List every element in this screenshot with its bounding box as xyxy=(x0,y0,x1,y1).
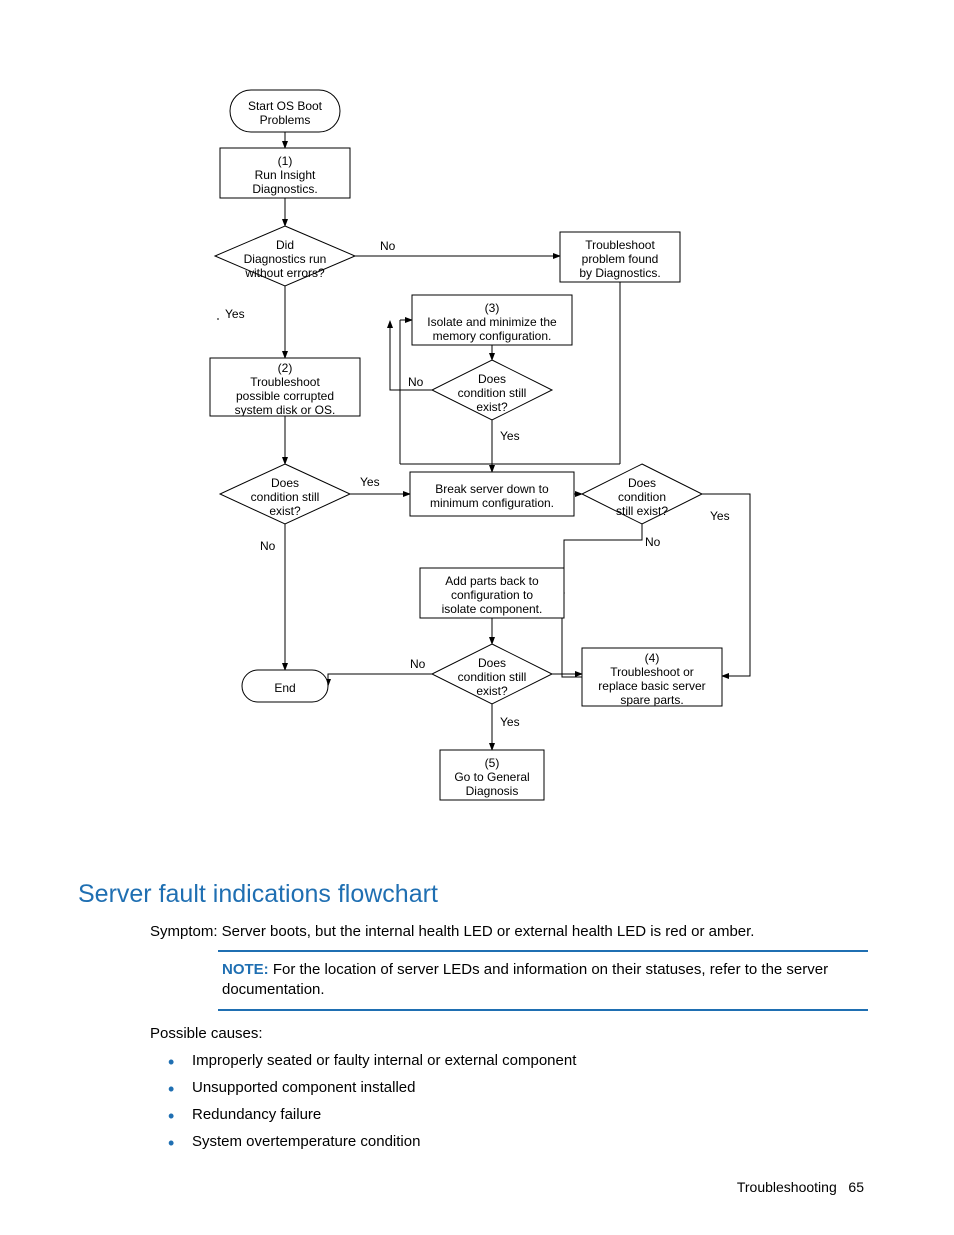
node-n4: (4)Troubleshoot orreplace basic serversp… xyxy=(582,648,722,707)
node-d5: Doescondition stillexist? xyxy=(432,644,552,704)
node-d2: Doescondition stillexist? xyxy=(220,464,350,524)
node-d3: Doescondition stillexist? xyxy=(432,360,552,420)
node-n3: (3)Isolate and minimize thememory config… xyxy=(412,295,572,345)
node-end: End xyxy=(242,670,328,702)
symptom-text: Symptom: Server boots, but the internal … xyxy=(78,923,868,940)
node-n5: (5)Go to GeneralDiagnosis xyxy=(440,750,544,800)
node-d4: Doesconditionstill exist? xyxy=(582,464,702,524)
cause-item: Redundancy failure xyxy=(168,1106,868,1123)
note-label: NOTE: xyxy=(222,961,269,978)
edge-label: No xyxy=(410,657,426,671)
flowchart-edge xyxy=(328,674,432,686)
svg-text:Break server down tominimum co: Break server down tominimum configuratio… xyxy=(430,482,554,510)
section-heading: Server fault indications flowchart xyxy=(78,880,868,909)
edge-label: No xyxy=(260,539,276,553)
edge-label: Yes xyxy=(710,509,730,523)
node-add: Add parts back toconfiguration toisolate… xyxy=(420,568,564,618)
os-boot-flowchart: No Yes No Yes Yes No No Yes No Yes Start OS BootP… xyxy=(150,80,810,860)
edge-label: No xyxy=(645,535,661,549)
edge-label: Yes xyxy=(225,307,245,321)
cause-item: Unsupported component installed xyxy=(168,1079,868,1096)
edge-label: No xyxy=(408,375,424,389)
node-n1: (1)Run InsightDiagnostics. xyxy=(220,148,350,198)
node-d1: DidDiagnostics runwithout errors? xyxy=(215,226,355,286)
flowchart-nodes: Start OS BootProblems (1)Run InsightDiagn… xyxy=(210,90,722,800)
section-content: Server fault indications flowchart Sympt… xyxy=(78,880,868,1160)
note-text: For the location of server LEDs and info… xyxy=(222,961,828,998)
edge-label: Yes xyxy=(500,715,520,729)
footer-page-number: 65 xyxy=(848,1179,864,1195)
flowchart-edge xyxy=(564,524,642,593)
svg-text:Add parts back toconfiguration: Add parts back toconfiguration toisolate… xyxy=(442,574,543,616)
cause-item: System overtemperature condition xyxy=(168,1133,868,1150)
edge-label: No xyxy=(380,239,396,253)
node-break: Break server down tominimum configuratio… xyxy=(410,472,574,516)
svg-text:Troubleshootproblem foundby Di: Troubleshootproblem foundby Diagnostics. xyxy=(579,238,660,280)
document-page: No Yes No Yes Yes No No Yes No Yes Start OS BootP… xyxy=(0,0,954,1235)
note-callout: NOTE: For the location of server LEDs an… xyxy=(218,950,868,1011)
node-start: Start OS BootProblems xyxy=(230,90,340,132)
edge-label: Yes xyxy=(360,475,380,489)
footer-section: Troubleshooting xyxy=(737,1179,837,1195)
flowchart-edge xyxy=(562,593,582,677)
node-tpd: Troubleshootproblem foundby Diagnostics. xyxy=(560,232,680,282)
possible-causes-label: Possible causes: xyxy=(78,1025,868,1042)
edge-label: Yes xyxy=(500,429,520,443)
page-footer: Troubleshooting 65 xyxy=(737,1179,864,1195)
cause-item: Improperly seated or faulty internal or … xyxy=(168,1052,868,1069)
causes-list: Improperly seated or faulty internal or … xyxy=(78,1052,868,1150)
svg-text:End: End xyxy=(274,681,295,695)
node-n2: (2)Troubleshootpossible corruptedsystem … xyxy=(210,358,360,417)
